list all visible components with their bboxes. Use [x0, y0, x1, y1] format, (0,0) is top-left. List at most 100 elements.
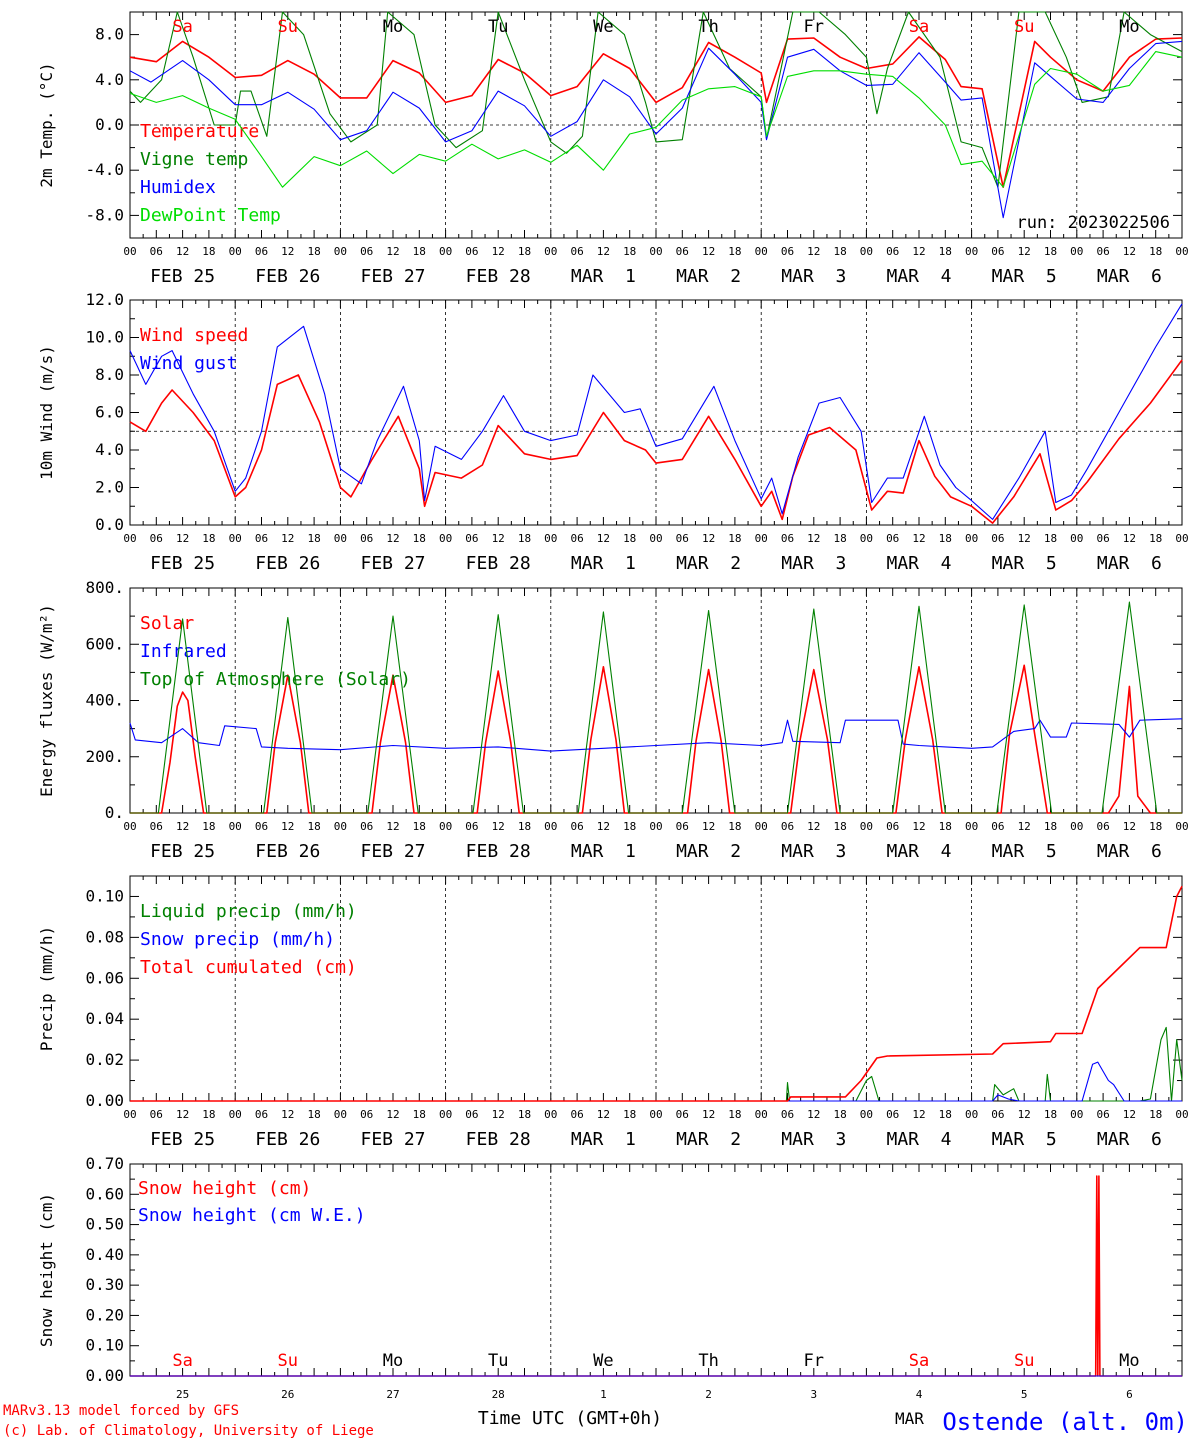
- weekday-label: We: [593, 17, 613, 37]
- y-tick-label: 400.: [85, 691, 124, 710]
- hour-label: 06: [781, 820, 794, 833]
- hour-label: 18: [833, 820, 846, 833]
- hour-label: 00: [229, 820, 242, 833]
- hour-label: 18: [307, 820, 320, 833]
- y-axis-label: 10m Wind (m/s): [37, 345, 56, 480]
- date-label: FEB 27: [360, 266, 425, 287]
- hour-label: 18: [518, 1108, 531, 1121]
- hour-label: 00: [229, 245, 242, 258]
- hour-label: 18: [939, 1108, 952, 1121]
- hour-label: 06: [991, 820, 1004, 833]
- weekday-label: Th: [698, 17, 718, 37]
- hour-label: 12: [1018, 532, 1031, 545]
- date-label: MAR 6: [1097, 553, 1162, 574]
- hour-label: 00: [860, 532, 873, 545]
- weekday-label: Sa: [172, 1351, 192, 1371]
- hour-label: 06: [570, 1108, 583, 1121]
- panel-5: 0.70 0.60 0.50 0.40 0.30 0.20 0.10 0.00 Snow hei…: [37, 1154, 1183, 1401]
- hour-label: 18: [1044, 532, 1057, 545]
- hour-label: 00: [123, 820, 136, 833]
- y-tick-label: 600.: [85, 634, 124, 653]
- weekday-label: Fr: [804, 17, 824, 37]
- station-label: Ostende (alt. 0m): [942, 1408, 1188, 1436]
- hour-label: 18: [833, 245, 846, 258]
- date-label: FEB 28: [466, 841, 531, 862]
- date-label: MAR 2: [676, 266, 741, 287]
- series-blue-line: [129, 40, 1183, 219]
- hour-label: 18: [1149, 1108, 1162, 1121]
- weekday-label: Mo: [1119, 1351, 1139, 1371]
- date-label: MAR 3: [781, 266, 846, 287]
- legend-entry: Snow height (cm): [138, 1178, 311, 1199]
- hour-label: 06: [465, 245, 478, 258]
- hour-label: 18: [623, 820, 636, 833]
- date-label: FEB 26: [255, 553, 320, 574]
- hour-label: 12: [176, 1108, 189, 1121]
- y-tick-label: 10.0: [85, 328, 124, 347]
- legend-entry: Humidex: [140, 177, 216, 198]
- hour-label: 12: [176, 532, 189, 545]
- date-label: MAR 5: [992, 266, 1057, 287]
- weekday-label: Su: [278, 17, 298, 37]
- weekday-label: Su: [1014, 1351, 1034, 1371]
- hour-label: 00: [439, 1108, 452, 1121]
- hour-label: 00: [334, 245, 347, 258]
- weekday-label: Su: [278, 1351, 298, 1371]
- weekday-label: Mo: [383, 17, 403, 37]
- hour-label: 06: [465, 820, 478, 833]
- hour-label: 06: [570, 532, 583, 545]
- hour-label: 12: [386, 1108, 399, 1121]
- hour-label: 18: [833, 1108, 846, 1121]
- date-label: MAR 2: [676, 1129, 741, 1150]
- legend-entry: Liquid precip (mm/h): [140, 901, 357, 922]
- y-tick-label: 2.0: [95, 478, 124, 497]
- y-tick-label: -8.0: [85, 205, 124, 224]
- date-label: MAR 6: [1097, 1129, 1162, 1150]
- y-tick-label: 0.70: [85, 1154, 124, 1173]
- hour-label: 00: [229, 1108, 242, 1121]
- hour-label: 18: [728, 820, 741, 833]
- hour-label: 12: [176, 245, 189, 258]
- hour-label: 12: [492, 532, 505, 545]
- y-tick-label: 8.0: [95, 25, 124, 44]
- hour-label: 06: [360, 245, 373, 258]
- hour-label: 06: [676, 1108, 689, 1121]
- hour-label: 18: [939, 532, 952, 545]
- hour-label: 12: [386, 820, 399, 833]
- hour-label: 18: [413, 1108, 426, 1121]
- weekday-label: Th: [698, 1351, 718, 1371]
- hour-label: 06: [465, 1108, 478, 1121]
- weekday-label: Sa: [909, 17, 929, 37]
- hour-label: 00: [965, 245, 978, 258]
- hour-label: 18: [518, 245, 531, 258]
- hour-label: 12: [1123, 1108, 1136, 1121]
- y-axis-label: 2m Temp. (°C): [37, 62, 56, 187]
- hour-label: 06: [570, 245, 583, 258]
- hour-label: 12: [492, 820, 505, 833]
- hour-label: 00: [544, 245, 557, 258]
- hour-label: 00: [439, 820, 452, 833]
- hour-label: 18: [307, 1108, 320, 1121]
- hour-label: 06: [886, 532, 899, 545]
- hour-label: 18: [518, 820, 531, 833]
- y-tick-label: 0.20: [85, 1305, 124, 1324]
- date-label: FEB 26: [255, 841, 320, 862]
- day-number-label: 28: [492, 1388, 505, 1401]
- day-number-label: 27: [386, 1388, 399, 1401]
- hour-label: 00: [860, 245, 873, 258]
- series-blue-line: [129, 718, 1183, 752]
- hour-label: 06: [1096, 245, 1109, 258]
- hour-label: 06: [991, 532, 1004, 545]
- hour-label: 18: [202, 1108, 215, 1121]
- hour-label: 18: [202, 820, 215, 833]
- series-green-line: [130, 601, 1182, 814]
- hour-label: 12: [597, 1108, 610, 1121]
- date-label: MAR 4: [886, 266, 951, 287]
- hour-label: 12: [702, 245, 715, 258]
- hour-label: 00: [123, 532, 136, 545]
- y-tick-label: 0.00: [85, 1091, 124, 1110]
- hour-label: 06: [886, 820, 899, 833]
- y-tick-label: 0.30: [85, 1275, 124, 1294]
- hour-label: 00: [649, 532, 662, 545]
- hour-label: 06: [360, 532, 373, 545]
